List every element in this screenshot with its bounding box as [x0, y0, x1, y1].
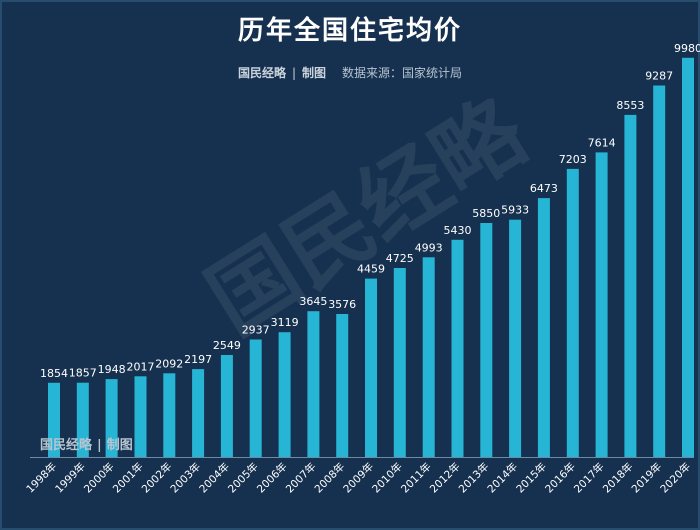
bar — [509, 219, 522, 457]
bar-value-label: 4993 — [415, 241, 443, 254]
chart-title: 历年全国住宅均价 — [237, 16, 462, 46]
x-tick-label: 2019年 — [629, 460, 665, 496]
bar-value-label: 1857 — [69, 367, 97, 380]
brand-separator: | — [291, 66, 297, 80]
bar-value-label: 6473 — [530, 182, 558, 195]
bar-value-label: 2549 — [213, 339, 241, 352]
bar-value-label: 7203 — [559, 153, 587, 166]
x-tick-label: 2006年 — [254, 460, 290, 496]
maker-label: 制图 — [302, 66, 327, 80]
x-tick-label: 2001年 — [110, 460, 146, 496]
bar-value-label: 2197 — [184, 353, 212, 366]
corner-maker: 制图 — [106, 438, 133, 453]
bar-value-label: 5850 — [472, 207, 500, 220]
bar-value-label: 2017 — [127, 360, 155, 373]
bar-value-label: 4459 — [357, 263, 385, 276]
bar — [682, 57, 694, 458]
bar — [624, 114, 637, 458]
bar — [566, 168, 579, 457]
bar — [192, 369, 205, 457]
bar-value-label: 9980 — [674, 42, 700, 55]
bar — [134, 376, 147, 457]
x-tick-label: 2000年 — [81, 460, 117, 496]
x-tick-label: 2010年 — [369, 460, 405, 496]
bar — [249, 339, 262, 457]
x-tick-label: 2015年 — [514, 460, 550, 496]
bar — [278, 332, 291, 457]
bar — [537, 198, 550, 457]
bar — [595, 152, 608, 457]
corner-separator: | — [97, 438, 102, 453]
bar-value-label: 5430 — [444, 224, 472, 237]
x-tick-label: 2002年 — [139, 460, 175, 496]
bar-value-label: 8553 — [616, 99, 644, 112]
bar — [480, 223, 493, 457]
x-tick-label: 2007年 — [283, 460, 319, 496]
x-tick-label: 2011年 — [398, 460, 434, 496]
bar — [220, 355, 233, 457]
bar — [653, 85, 666, 457]
bar-value-label: 4725 — [386, 252, 414, 265]
x-tick-label: 2008年 — [312, 460, 348, 496]
bar-value-label: 7614 — [588, 136, 616, 149]
x-tick-label: 2003年 — [168, 460, 204, 496]
x-tick-label: 2013年 — [456, 460, 492, 496]
bar — [393, 268, 406, 457]
corner-watermark: 国民经略 | 制图 — [40, 434, 133, 453]
bar — [422, 257, 435, 457]
bar — [307, 311, 320, 457]
bar — [336, 314, 349, 457]
x-tick-label: 2017年 — [571, 460, 607, 496]
brand-name: 国民经略 — [237, 66, 286, 80]
bar-value-label: 3645 — [299, 295, 327, 308]
bar — [451, 239, 464, 457]
bar-value-label: 2092 — [155, 357, 183, 370]
x-tick-label: 2020年 — [658, 460, 694, 496]
x-tick-label: 1998年 — [24, 460, 60, 496]
corner-brand: 国民经略 — [40, 438, 93, 453]
bar-value-label: 3119 — [271, 316, 299, 329]
x-tick-label: 2016年 — [542, 460, 578, 496]
bar — [76, 382, 89, 457]
bar — [105, 379, 118, 457]
bar-value-label: 5933 — [501, 204, 529, 217]
chart-subtitle: 国民经略 | 制图 数据来源：国家统计局 — [0, 64, 700, 81]
bar — [48, 382, 60, 457]
bar-value-label: 2937 — [242, 324, 270, 337]
data-source: 数据来源：国家统计局 — [342, 66, 463, 80]
x-tick-label: 2018年 — [600, 460, 636, 496]
x-tick-label: 2005年 — [225, 460, 261, 496]
bar-value-label: 1854 — [40, 367, 68, 380]
x-tick-label: 2014年 — [485, 460, 521, 496]
bar-value-label: 1948 — [98, 363, 126, 376]
bar-value-label: 9287 — [645, 70, 673, 83]
bar-value-label: 3576 — [328, 298, 356, 311]
bar — [365, 278, 377, 457]
x-tick-label: 2009年 — [341, 460, 377, 496]
x-tick-label: 1999年 — [52, 460, 88, 496]
x-tick-label: 2012年 — [427, 460, 463, 496]
bar — [163, 373, 176, 457]
x-tick-label: 2004年 — [197, 460, 233, 496]
